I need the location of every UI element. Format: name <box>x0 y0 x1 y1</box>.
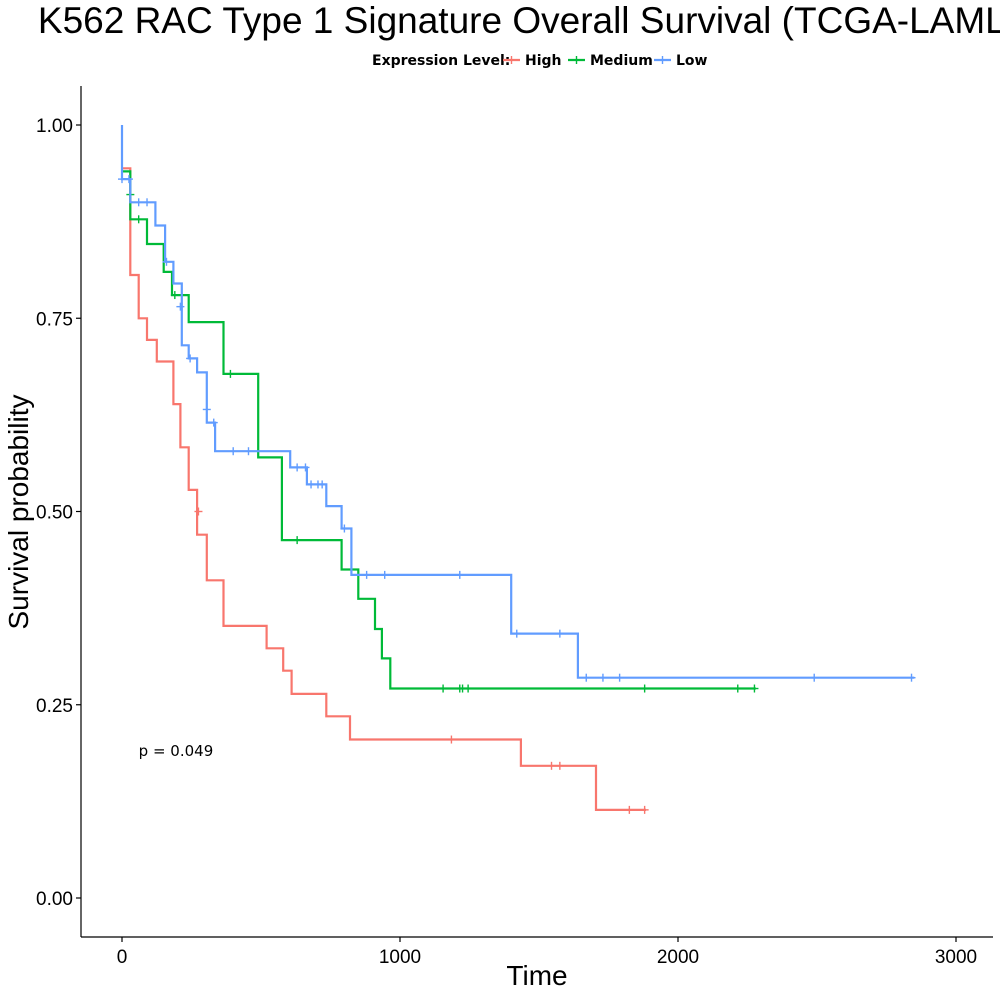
x-axis-title: Time <box>506 960 567 991</box>
censor-mark-low <box>124 175 133 184</box>
censor-mark-low <box>162 257 171 266</box>
censor-mark-low <box>301 463 310 472</box>
censor-mark-low <box>307 480 316 489</box>
censor-mark-low <box>318 480 327 489</box>
censor-mark-low <box>598 673 607 682</box>
censor-mark-medium <box>226 369 235 378</box>
censor-mark-low <box>293 463 302 472</box>
censor-mark-medium <box>134 215 143 224</box>
chart-title: K562 RAC Type 1 Signature Overall Surviv… <box>38 0 1000 41</box>
censor-mark-low <box>209 418 218 427</box>
censor-mark-low <box>555 629 564 638</box>
legend-label-high: High <box>525 53 562 69</box>
censor-mark-medium <box>170 291 179 300</box>
censor-mark-low <box>118 175 126 184</box>
p-value-annotation: p = 0.049 <box>139 742 214 760</box>
censor-mark-low <box>582 673 591 682</box>
censor-mark-low <box>202 405 211 414</box>
x-tick-label: 0 <box>117 947 128 968</box>
censor-mark-medium <box>293 536 302 545</box>
y-tick-label: 0.75 <box>36 309 73 330</box>
censor-mark-low <box>907 673 916 682</box>
plot-area <box>118 125 916 814</box>
censor-mark-high <box>547 761 556 770</box>
x-tick-label: 2000 <box>657 947 699 968</box>
legend-label-medium: Medium <box>590 53 653 69</box>
legend-item-medium: Medium <box>568 53 653 69</box>
censor-mark-low <box>340 524 349 533</box>
censor-mark-high <box>625 805 634 814</box>
censor-mark-high <box>640 805 649 814</box>
x-tick-label: 1000 <box>379 947 421 968</box>
survival-curve-medium <box>122 170 756 690</box>
survival-curve-high <box>122 167 646 812</box>
censor-mark-low <box>176 302 185 311</box>
censor-mark-low <box>134 198 143 207</box>
legend-item-high: High <box>503 53 562 69</box>
censor-mark-high <box>555 761 564 770</box>
censor-mark-low <box>362 570 371 579</box>
survival-curve-low <box>120 125 915 679</box>
censor-mark-medium <box>439 684 448 693</box>
censor-mark-medium <box>640 684 649 693</box>
y-tick-label: 0.50 <box>36 503 73 524</box>
y-axis-title: Survival probability <box>3 395 34 630</box>
censor-mark-low <box>810 673 819 682</box>
censor-mark-low <box>186 354 195 363</box>
censor-mark-low <box>229 447 238 456</box>
y-tick-label: 0.25 <box>36 696 73 717</box>
censor-mark-medium <box>733 684 742 693</box>
legend-item-low: Low <box>654 53 708 69</box>
y-tick-label: 0.00 <box>36 889 73 910</box>
censor-mark-high <box>447 735 456 744</box>
censor-mark-low <box>615 673 624 682</box>
censor-mark-low <box>455 570 464 579</box>
censor-mark-high <box>194 507 203 516</box>
censor-mark-low <box>380 570 389 579</box>
censor-mark-low <box>512 629 521 638</box>
legend: Expression Level: High Medium Low <box>372 53 708 69</box>
censor-mark-medium <box>464 684 473 693</box>
legend-title: Expression Level: <box>372 53 510 69</box>
axes: 0.00 0.25 0.50 0.75 1.00 0 1000 2000 3000 <box>36 86 993 968</box>
censor-mark-low <box>244 447 253 456</box>
legend-label-low: Low <box>676 53 708 69</box>
censor-mark-low <box>143 198 152 207</box>
y-tick-label: 1.00 <box>36 116 73 137</box>
x-tick-label: 3000 <box>935 947 977 968</box>
censor-mark-medium <box>750 684 759 693</box>
